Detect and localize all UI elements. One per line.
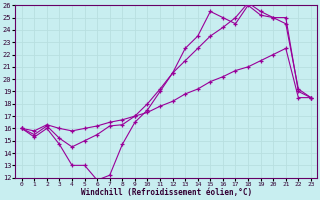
- X-axis label: Windchill (Refroidissement éolien,°C): Windchill (Refroidissement éolien,°C): [81, 188, 252, 197]
